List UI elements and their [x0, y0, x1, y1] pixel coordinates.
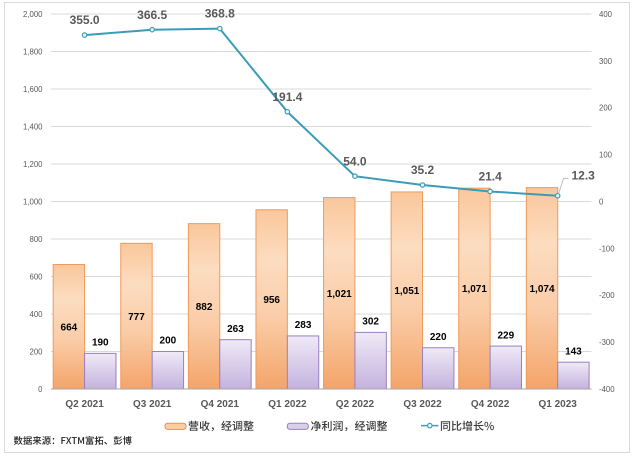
svg-text:220: 220	[430, 332, 447, 343]
svg-text:Q2 2021: Q2 2021	[65, 399, 104, 410]
svg-text:355.0: 355.0	[70, 13, 100, 27]
svg-text:143: 143	[565, 346, 582, 357]
svg-text:300: 300	[599, 57, 613, 66]
svg-text:1,400: 1,400	[23, 122, 43, 131]
svg-text:2,000: 2,000	[23, 10, 43, 19]
svg-text:400: 400	[29, 310, 43, 319]
svg-text:283: 283	[295, 320, 312, 331]
svg-text:Q1 2023: Q1 2023	[539, 399, 578, 410]
svg-text:12.3: 12.3	[572, 169, 596, 183]
svg-text:800: 800	[29, 235, 43, 244]
svg-text:1,200: 1,200	[23, 160, 43, 169]
svg-text:1,600: 1,600	[23, 85, 43, 94]
svg-text:100: 100	[599, 151, 613, 160]
svg-text:1,800: 1,800	[23, 47, 43, 56]
svg-text:191.4: 191.4	[272, 90, 302, 104]
svg-text:664: 664	[61, 322, 78, 333]
svg-text:-300: -300	[599, 338, 615, 347]
svg-text:200: 200	[29, 347, 43, 356]
svg-text:190: 190	[92, 338, 109, 349]
svg-text:200: 200	[599, 104, 613, 113]
svg-text:1,074: 1,074	[529, 284, 554, 295]
svg-text:600: 600	[29, 272, 43, 281]
svg-text:777: 777	[128, 312, 145, 323]
svg-text:54.0: 54.0	[343, 154, 367, 168]
svg-text:Q4 2022: Q4 2022	[471, 399, 510, 410]
svg-text:Q2 2022: Q2 2022	[336, 399, 375, 410]
svg-text:Q4 2021: Q4 2021	[201, 399, 240, 410]
svg-text:21.4: 21.4	[478, 170, 502, 184]
svg-text:1,021: 1,021	[327, 289, 352, 300]
svg-text:229: 229	[497, 330, 514, 341]
svg-text:-400: -400	[599, 385, 615, 394]
svg-text:368.8: 368.8	[205, 7, 235, 21]
svg-text:366.5: 366.5	[137, 8, 167, 22]
svg-text:Q3 2021: Q3 2021	[133, 399, 172, 410]
svg-text:200: 200	[160, 336, 177, 347]
svg-text:956: 956	[263, 295, 280, 306]
svg-text:0: 0	[38, 385, 43, 394]
svg-text:263: 263	[227, 324, 244, 335]
svg-text:882: 882	[196, 302, 213, 313]
svg-text:1,000: 1,000	[23, 197, 43, 206]
svg-text:400: 400	[599, 10, 613, 19]
svg-text:35.2: 35.2	[411, 163, 435, 177]
svg-text:Q1 2022: Q1 2022	[268, 399, 307, 410]
svg-text:-200: -200	[599, 291, 615, 300]
svg-text:-100: -100	[599, 244, 615, 253]
svg-text:1,071: 1,071	[462, 284, 487, 295]
svg-text:302: 302	[362, 317, 379, 328]
svg-text:Q3 2022: Q3 2022	[403, 399, 442, 410]
svg-text:1,051: 1,051	[394, 286, 419, 297]
svg-text:0: 0	[599, 197, 604, 206]
